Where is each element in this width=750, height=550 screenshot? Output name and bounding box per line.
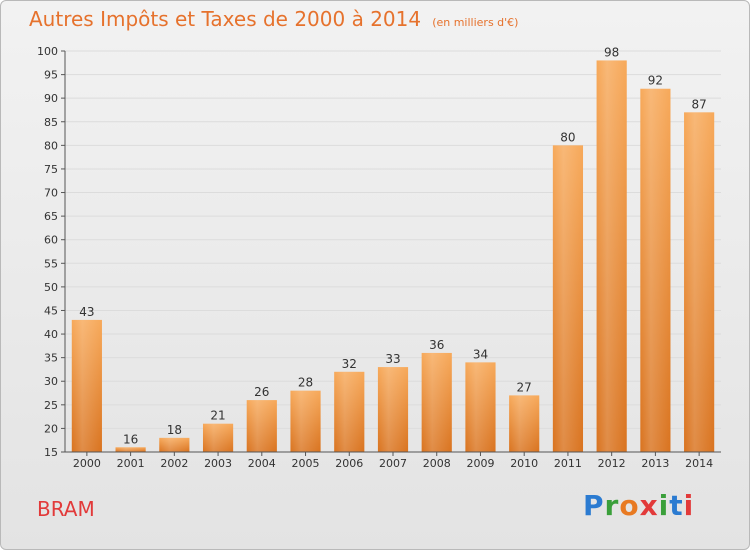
logo-letter: x bbox=[639, 489, 659, 522]
y-tick-label: 30 bbox=[44, 375, 58, 388]
bar-sheen bbox=[202, 423, 234, 452]
data-label: 34 bbox=[473, 347, 488, 361]
bar-sheen bbox=[290, 390, 321, 452]
x-tick-label: 2003 bbox=[204, 457, 232, 470]
y-tick-label: 20 bbox=[44, 422, 58, 435]
data-label: 92 bbox=[648, 74, 663, 88]
data-label: 33 bbox=[385, 352, 400, 366]
data-label: 87 bbox=[691, 97, 706, 111]
y-tick-label: 45 bbox=[44, 304, 58, 317]
data-label: 26 bbox=[254, 385, 269, 399]
x-tick-label: 2010 bbox=[510, 457, 538, 470]
y-tick-label: 85 bbox=[44, 116, 58, 129]
data-label: 98 bbox=[604, 45, 619, 59]
logo-letter: i bbox=[683, 489, 695, 522]
data-label: 18 bbox=[167, 423, 182, 437]
bar-sheen bbox=[465, 362, 496, 452]
x-tick-label: 2012 bbox=[598, 457, 626, 470]
y-tick-label: 80 bbox=[44, 139, 58, 152]
x-tick-label: 2004 bbox=[248, 457, 276, 470]
data-label: 43 bbox=[79, 305, 94, 319]
bar-sheen bbox=[334, 371, 365, 452]
y-tick-label: 65 bbox=[44, 210, 58, 223]
y-tick-label: 50 bbox=[44, 281, 58, 294]
data-labels: 43 16 18 21 26 28 32 33 36 34 27 80 98 92 87 bbox=[79, 45, 707, 446]
bar-sheen bbox=[377, 367, 409, 452]
logo-letter: t bbox=[669, 489, 684, 522]
bar-sheen bbox=[684, 112, 715, 453]
data-label: 27 bbox=[517, 380, 532, 394]
y-tick-label: 40 bbox=[44, 328, 58, 341]
bar-sheen bbox=[509, 395, 540, 452]
bar-sheen bbox=[246, 400, 277, 452]
bar-sheen bbox=[115, 447, 146, 452]
bar-sheen bbox=[421, 352, 452, 452]
x-tick-label: 2002 bbox=[160, 457, 188, 470]
bar-sheen bbox=[159, 437, 190, 452]
x-tick-label: 2014 bbox=[685, 457, 713, 470]
data-label: 16 bbox=[123, 432, 138, 446]
y-tick-label: 60 bbox=[44, 234, 58, 247]
data-label: 21 bbox=[210, 409, 225, 423]
data-label: 80 bbox=[560, 130, 575, 144]
bar-sheen bbox=[640, 88, 671, 452]
x-tick-label: 2001 bbox=[117, 457, 145, 470]
y-tick-label: 75 bbox=[44, 163, 58, 176]
x-tick-label: 2000 bbox=[73, 457, 101, 470]
x-tick-label: 2013 bbox=[641, 457, 669, 470]
y-tick-label: 70 bbox=[44, 187, 58, 200]
data-label: 36 bbox=[429, 338, 444, 352]
chart-title-main: Autres Impôts et Taxes de 2000 à 2014 bbox=[29, 7, 422, 31]
x-tick-label: 2009 bbox=[466, 457, 494, 470]
data-label: 32 bbox=[342, 357, 357, 371]
chart-title-unit: (en milliers d'€) bbox=[432, 16, 519, 29]
bars bbox=[71, 60, 715, 453]
axes: 15 20 25 30 35 40 45 50 55 60 65 70 75 80 85 90 95 100 200… bbox=[37, 45, 721, 470]
y-tick-label: 100 bbox=[37, 45, 58, 58]
chart-title: Autres Impôts et Taxes de 2000 à 2014 (e… bbox=[29, 7, 518, 31]
logo-letter: i bbox=[658, 489, 670, 522]
y-tick-label: 25 bbox=[44, 399, 58, 412]
bar-sheen bbox=[71, 319, 102, 452]
x-tick-label: 2006 bbox=[335, 457, 363, 470]
data-label: 28 bbox=[298, 376, 313, 390]
y-tick-label: 15 bbox=[44, 446, 58, 459]
x-tick-label: 2008 bbox=[423, 457, 451, 470]
logo-letter: o bbox=[619, 489, 640, 522]
proxiti-logo: Proxiti bbox=[583, 489, 694, 522]
x-tick-label: 2011 bbox=[554, 457, 582, 470]
y-tick-label: 90 bbox=[44, 92, 58, 105]
y-tick-label: 95 bbox=[44, 69, 58, 82]
x-tick-label: 2007 bbox=[379, 457, 407, 470]
logo-letter: r bbox=[604, 489, 620, 522]
bar-sheen bbox=[552, 145, 584, 452]
commune-name: BRAM bbox=[37, 497, 95, 521]
bar-sheen bbox=[596, 60, 627, 452]
x-tick-label: 2005 bbox=[292, 457, 320, 470]
logo-letter: P bbox=[583, 489, 605, 522]
y-tick-label: 55 bbox=[44, 257, 58, 270]
y-tick-label: 35 bbox=[44, 352, 58, 365]
